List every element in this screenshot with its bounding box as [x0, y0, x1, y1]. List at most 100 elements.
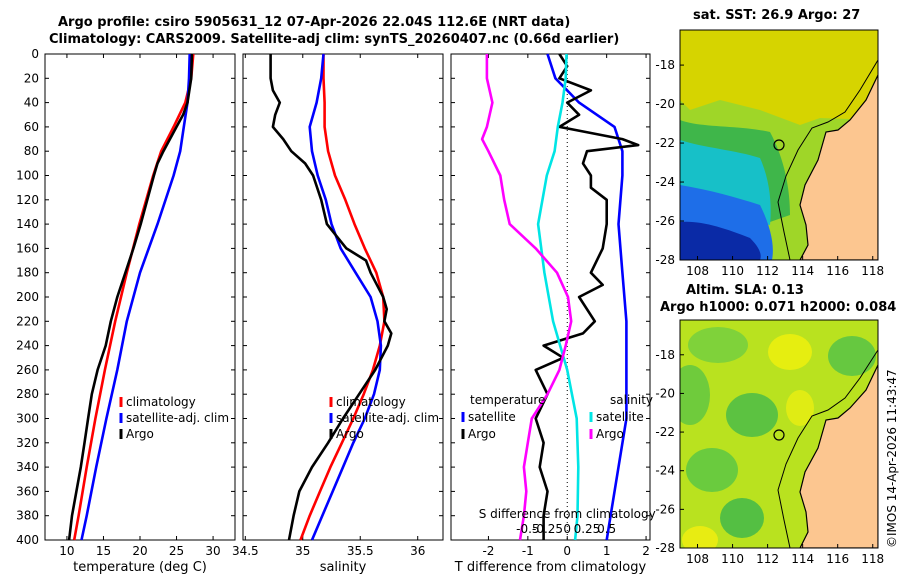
difference-panel: -2 -1 0 1 2 T difference from climatology temp… [450, 53, 656, 575]
salinity-xtick-label: 35.5 [347, 544, 374, 558]
sla_map-lat-label: -24 [655, 464, 675, 478]
sla-blob-9 [682, 526, 718, 548]
sst_map-lat-label: -26 [655, 214, 675, 228]
difference-xtick-label: 1 [603, 544, 611, 558]
depth-tick-label: 240 [16, 339, 39, 353]
difference-xtick-label: 2 [642, 544, 650, 558]
sla-blob-2 [768, 334, 812, 370]
sla_map-lat-label: -20 [655, 386, 675, 400]
sst-map-title: sat. SST: 26.9 Argo: 27 [693, 8, 861, 23]
sla_map-lat-label: -28 [655, 541, 675, 555]
temperature-xtick-label: 25 [169, 544, 184, 558]
diff-legend-temp-argo-label: Argo [468, 427, 496, 441]
sla_map-lat-label: -18 [655, 348, 675, 362]
sst_map-lat-label: -28 [655, 253, 675, 267]
sla_map-lon-label: 110 [721, 552, 744, 566]
s-diff-tick-label: -0.5 [516, 522, 539, 536]
temperature-xtick-label: 20 [132, 544, 147, 558]
depth-tick-label: 80 [24, 144, 39, 158]
sal-legend-satellite-label: satellite-adj. clim [336, 411, 439, 425]
temperature-xtick-label: 15 [96, 544, 111, 558]
sst-map-frame [679, 29, 879, 261]
sla-blob-8 [720, 498, 764, 538]
temperature-xlabel: temperature (deg C) [73, 560, 207, 575]
depth-tick-label: 20 [24, 71, 39, 85]
sst_map-lon-label: 108 [686, 264, 709, 278]
depth-tick-label: 300 [16, 412, 39, 426]
sla-map-ticks: 108 110 112 114 116 118 -18 -20 -22 -24 -26 -28 [655, 348, 884, 566]
diff-legend-sal-satellite-label: satellite [596, 410, 644, 424]
sst_map-lon-label: 110 [721, 264, 744, 278]
diff-legend-temperature-title: temperature [470, 393, 545, 407]
depth-tick-label: 160 [16, 241, 39, 255]
series-salinity-argo [480, 54, 573, 541]
sst_map-lon-label: 114 [791, 264, 814, 278]
sla-map-title-line2: Argo h1000: 0.071 h2000: 0.084 [660, 300, 897, 315]
sla_map-lon-label: 116 [826, 552, 849, 566]
sla-map-title-line1: Altim. SLA: 0.13 [686, 283, 804, 298]
sst-map: 108 110 112 114 116 118 -18 -20 -22 -24 -26 -28 [655, 29, 884, 278]
sla-blob-6 [786, 390, 814, 426]
sst_map-lat-label: -18 [655, 58, 675, 72]
temperature-xtick-label: 30 [205, 544, 220, 558]
sla_map-lon-label: 114 [791, 552, 814, 566]
depth-tick-label: 60 [24, 120, 39, 134]
sla-shelf-contour [777, 349, 878, 548]
series-satellite-adj-clim [308, 53, 383, 541]
depth-tick-label: 280 [16, 387, 39, 401]
sla-map: 108 110 112 114 116 118 -18 -20 -22 -24 -26 -28 [655, 319, 884, 566]
figure-title-line2: Climatology: CARS2009. Satellite-adj cli… [49, 32, 620, 47]
s-diff-tick-label: 0 [563, 522, 571, 536]
diff-legend-salinity-title: salinity [610, 393, 653, 407]
sst_map-lon-label: 118 [861, 264, 884, 278]
sst_map-lon-label: 116 [826, 264, 849, 278]
depth-tick-label: 260 [16, 363, 39, 377]
sst-argo-marker [773, 139, 785, 151]
series-temperature-satellite [546, 53, 628, 541]
sal-legend-climatology-label: climatology [336, 395, 406, 409]
sst-dark-blue-region [680, 221, 761, 260]
salinity-xtick-label: 34.5 [232, 544, 259, 558]
sla-blob-4 [680, 365, 710, 425]
difference-xtick-label: -1 [522, 544, 534, 558]
series-argo [269, 54, 393, 541]
depth-tick-label: 320 [16, 436, 39, 450]
difference-xtick-label: 0 [563, 544, 571, 558]
sst_map-lat-label: -24 [655, 175, 675, 189]
temp-legend-climatology-label: climatology [126, 395, 196, 409]
sla-argo-marker [773, 429, 785, 441]
series-salinity-satellite [536, 53, 580, 541]
series-argo [67, 53, 194, 541]
depth-tick-label: 40 [24, 96, 39, 110]
s-diff-tick-label: -0.25 [532, 522, 563, 536]
sst_map-lat-label: -20 [655, 97, 675, 111]
difference-xlabel: T difference from climatology [454, 560, 647, 575]
salinity-xlabel: salinity [320, 560, 367, 575]
temperature-panel: 0 20 40 60 80 100 120 140 160 180 200 220 240 260 280 3… [16, 47, 236, 575]
sla_map-lon-label: 112 [756, 552, 779, 566]
salinity-xtick-label: 35 [295, 544, 310, 558]
depth-tick-label: 400 [16, 533, 39, 547]
temperature-axes-frame [44, 53, 236, 541]
sst-yellow-region [680, 30, 878, 125]
sst-land [799, 74, 878, 260]
sla_map-lon-label: 108 [686, 552, 709, 566]
depth-tick-label: 0 [31, 47, 39, 61]
s-diff-tick-label: 0.25 [574, 522, 601, 536]
s-diff-tick-label: 0.5 [597, 522, 616, 536]
salinity-panel: 34.5 35 35.5 36 salinity climatology satellite… [232, 53, 444, 575]
sla-blob-3 [828, 336, 876, 376]
sal-legend-argo-label: Argo [336, 427, 364, 441]
footer-credit: ©IMOS 14-Apr-2026 11:43:47 [885, 369, 899, 548]
sla-blob-7 [686, 448, 738, 492]
temp-legend-argo-label: Argo [126, 427, 154, 441]
sla-land [799, 364, 878, 548]
diff-legend-temp-satellite-label: satellite [468, 410, 516, 424]
depth-tick-label: 180 [16, 266, 39, 280]
depth-tick-label: 100 [16, 169, 39, 183]
salinity-xtick-label: 36 [410, 544, 425, 558]
sst-map-ticks: 108 110 112 114 116 118 -18 -20 -22 -24 -26 -28 [655, 58, 884, 278]
sst-shelf-contour [777, 59, 878, 260]
sla_map-lon-label: 118 [861, 552, 884, 566]
depth-tick-label: 200 [16, 290, 39, 304]
